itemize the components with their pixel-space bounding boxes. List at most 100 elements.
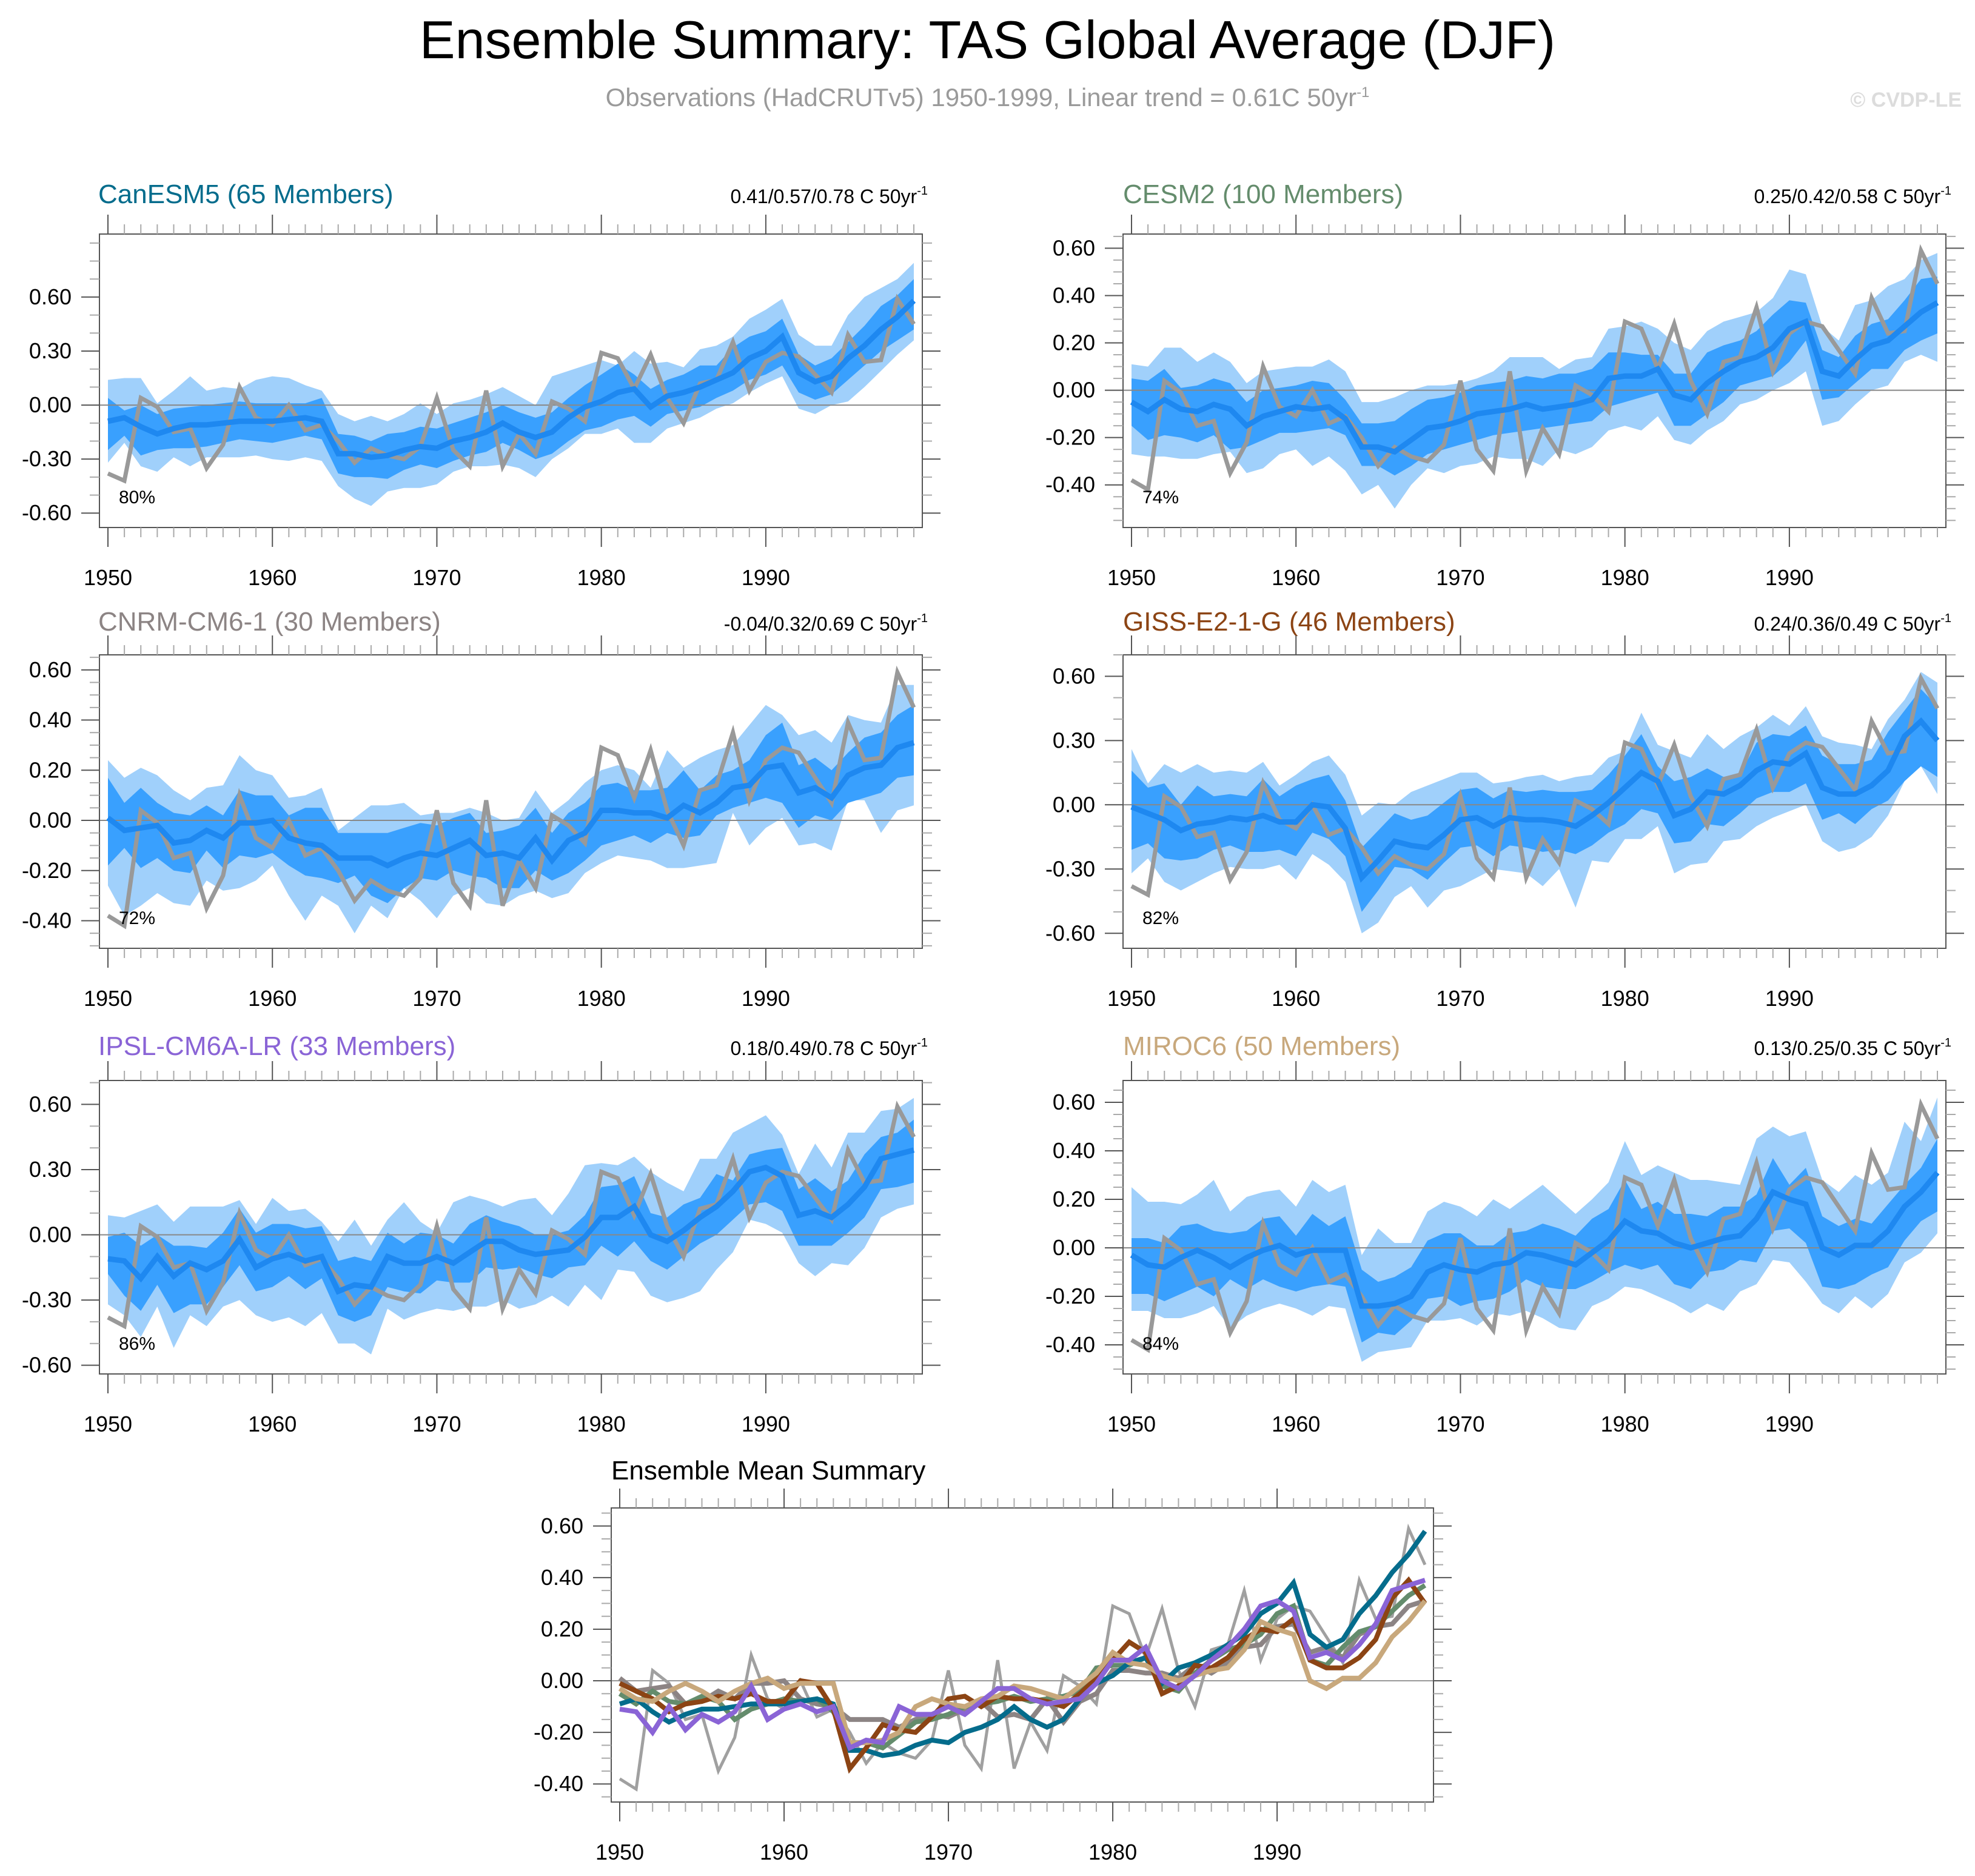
trend-label: -0.04/0.32/0.69 C 50yr-1 <box>724 612 928 635</box>
plot-frame <box>99 654 923 949</box>
plot-area <box>99 263 922 506</box>
x-tick-label: 1980 <box>1601 1412 1649 1436</box>
panel-title: IPSL-CM6A-LR (33 Members) <box>98 1031 455 1061</box>
trend-label: 0.25/0.42/0.58 C 50yr-1 <box>1754 184 1951 207</box>
subtitle-text: Observations (HadCRUTv5) 1950-1999, Line… <box>605 83 1357 112</box>
x-tick-label: 1980 <box>1601 986 1649 1011</box>
y-tick-label: -0.30 <box>22 446 72 471</box>
x-tick-label: 1990 <box>742 565 790 590</box>
x-tick-label: 1970 <box>412 1412 461 1436</box>
x-tick-label: 1970 <box>1436 565 1484 590</box>
y-tick-label: 0.60 <box>29 657 72 682</box>
panel-title: MIROC6 (50 Members) <box>1123 1031 1400 1061</box>
panel-giss-e2-1-g: GISS-E2-1-G (46 Members) 0.24/0.36/0.49 C… <box>1045 607 1964 1011</box>
plot-area <box>1123 672 1946 934</box>
panel-ensemble-mean-summary: Ensemble Mean Summary 1950 1960 1970 1980 199… <box>534 1456 1452 1864</box>
y-tick-label: -0.40 <box>22 908 72 933</box>
y-tick-label: 0.00 <box>541 1668 583 1693</box>
plot-area <box>1123 244 1946 509</box>
observations-line <box>107 665 916 930</box>
x-tick-label: 1990 <box>1765 986 1814 1011</box>
band-25-75-percentile <box>1132 1139 1937 1342</box>
y-tick-label: 0.20 <box>29 757 72 782</box>
y-tick-label: -0.60 <box>1045 920 1095 945</box>
y-tick-label: -0.40 <box>1045 1332 1095 1357</box>
x-tick-label: 1970 <box>1436 986 1484 1011</box>
figure-subtitle: Observations (HadCRUTv5) 1950-1999, Line… <box>0 85 1975 110</box>
x-tick-label: 1980 <box>1601 565 1649 590</box>
ensemble-mean-line <box>1130 1171 1940 1309</box>
percent-rank-label: 84% <box>1142 1334 1179 1354</box>
y-tick-label: -0.20 <box>1045 425 1095 450</box>
y-tick-label: -0.30 <box>1045 856 1095 881</box>
copyright-label: © CVDP-LE <box>1850 89 1962 112</box>
observations-line <box>1130 1098 1940 1353</box>
y-tick-label: 0.60 <box>29 1091 72 1116</box>
y-tick-label: -0.20 <box>534 1720 583 1744</box>
x-tick-label: 1970 <box>412 565 461 590</box>
x-tick-label: 1990 <box>1253 1840 1301 1864</box>
ensemble-mean-line <box>107 1147 915 1295</box>
y-tick-label: 0.30 <box>29 338 72 363</box>
series-line-ipsl-cm6a-lr <box>619 1578 1426 1752</box>
percent-rank-label: 72% <box>119 908 155 928</box>
y-tick-label: 0.00 <box>29 808 72 832</box>
observations-line <box>107 293 916 484</box>
observations-line <box>1130 672 1940 899</box>
y-tick-label: 0.30 <box>1053 728 1095 752</box>
plot-frame <box>99 1080 923 1375</box>
band-10-90-percentile <box>108 263 914 506</box>
y-tick-label: 0.00 <box>1053 792 1095 817</box>
panel-cesm2: CESM2 (100 Members) 0.25/0.42/0.58 C 50yr… <box>1045 179 1964 590</box>
y-tick-label: 0.60 <box>541 1513 583 1538</box>
panel-cnrm-cm6-1: CNRM-CM6-1 (30 Members) -0.04/0.32/0.69 C… <box>22 607 941 1011</box>
plot-area <box>99 1097 922 1355</box>
x-tick-label: 1950 <box>84 986 132 1011</box>
y-tick-label: -0.40 <box>534 1771 583 1796</box>
plot-area <box>99 665 922 934</box>
y-tick-label: -0.20 <box>22 858 72 883</box>
trend-label: 0.18/0.49/0.78 C 50yr-1 <box>730 1036 928 1059</box>
x-tick-label: 1960 <box>1272 986 1320 1011</box>
panel-canesm5: CanESM5 (65 Members) 0.41/0.57/0.78 C 50y… <box>22 179 941 590</box>
x-tick-label: 1950 <box>1107 986 1156 1011</box>
ensemble-mean-line <box>106 740 915 869</box>
percent-rank-label: 80% <box>119 487 155 508</box>
y-tick-label: 0.00 <box>1053 1235 1095 1260</box>
panel-title: CNRM-CM6-1 (30 Members) <box>98 607 441 637</box>
band-25-75-percentile <box>1132 689 1937 912</box>
percent-rank-label: 82% <box>1142 908 1179 928</box>
x-tick-label: 1960 <box>248 1412 297 1436</box>
x-tick-label: 1950 <box>84 565 132 590</box>
y-tick-label: 0.60 <box>1053 235 1095 260</box>
y-tick-label: -0.20 <box>1045 1284 1095 1308</box>
x-tick-label: 1990 <box>742 1412 790 1436</box>
x-tick-label: 1980 <box>1088 1840 1137 1864</box>
y-tick-label: -0.60 <box>22 1353 72 1378</box>
y-tick-label: -0.60 <box>22 500 72 525</box>
panel-title: GISS-E2-1-G (46 Members) <box>1123 607 1455 637</box>
panel-ipsl-cm6a-lr: IPSL-CM6A-LR (33 Members) 0.18/0.49/0.78 … <box>22 1031 941 1436</box>
x-tick-label: 1960 <box>760 1840 808 1864</box>
x-tick-label: 1950 <box>1107 565 1156 590</box>
y-tick-label: 0.00 <box>29 1222 72 1247</box>
y-tick-label: 0.40 <box>1053 1138 1095 1163</box>
y-tick-label: 0.60 <box>29 284 72 309</box>
x-tick-label: 1970 <box>1436 1412 1484 1436</box>
series-line-miroc6 <box>618 1599 1427 1746</box>
x-tick-label: 1980 <box>577 1412 626 1436</box>
percent-rank-label: 86% <box>119 1334 155 1354</box>
x-tick-label: 1970 <box>924 1840 973 1864</box>
x-tick-label: 1950 <box>84 1412 132 1436</box>
panel-title: CESM2 (100 Members) <box>1123 179 1403 209</box>
trend-label: 0.24/0.36/0.49 C 50yr-1 <box>1754 612 1951 635</box>
y-tick-label: 0.20 <box>1053 330 1095 355</box>
trend-label: 0.41/0.57/0.78 C 50yr-1 <box>730 184 928 207</box>
x-tick-label: 1960 <box>1272 565 1320 590</box>
percent-rank-label: 74% <box>1142 487 1179 508</box>
y-tick-label: 0.20 <box>541 1616 583 1641</box>
x-tick-label: 1990 <box>742 986 790 1011</box>
y-tick-label: 0.30 <box>29 1157 72 1182</box>
subtitle-superscript: -1 <box>1356 84 1370 101</box>
